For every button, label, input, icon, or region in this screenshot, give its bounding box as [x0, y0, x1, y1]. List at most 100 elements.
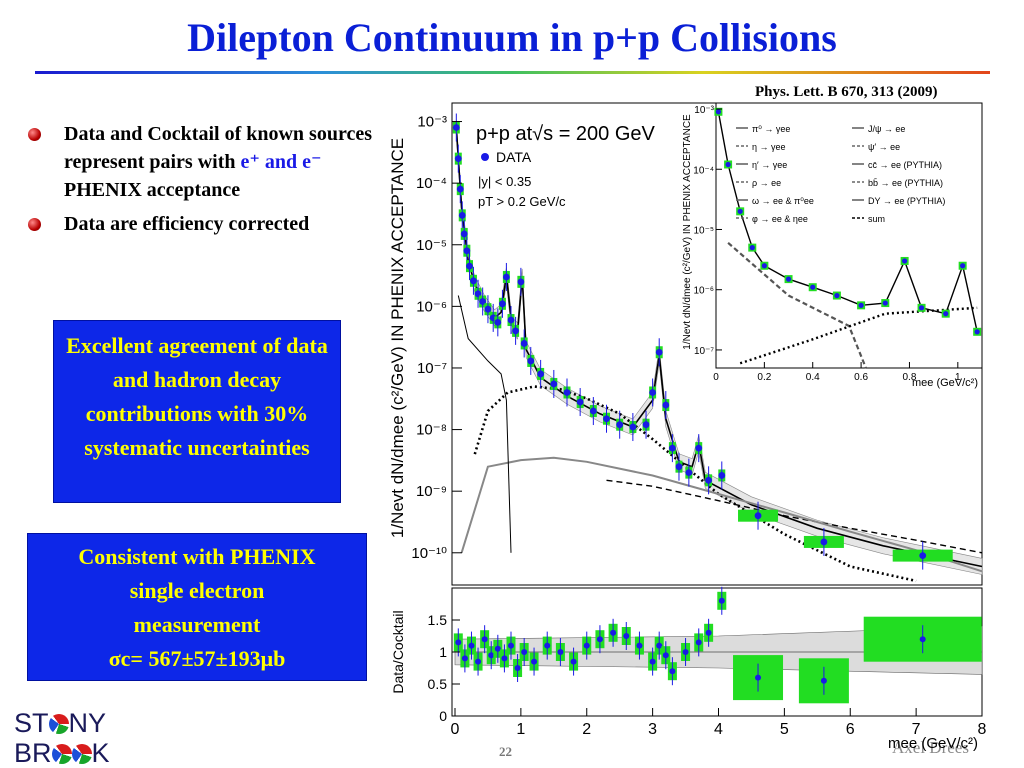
legend-energy: p+p at√s = 200 GeV	[476, 123, 656, 145]
ratio-point	[455, 639, 462, 646]
main-curves	[455, 127, 983, 583]
syst-box	[456, 183, 464, 196]
inset-legend-label: π⁰ → γee	[752, 124, 790, 134]
ratio-point	[521, 649, 528, 655]
ratio-point	[481, 636, 488, 643]
syst-box	[655, 346, 663, 359]
ratio-point	[531, 658, 538, 665]
ratio-systematic-band	[454, 626, 983, 675]
y-tick-label: 10⁻¹⁰	[411, 545, 447, 562]
curve-dalitz	[457, 295, 512, 553]
data-point	[452, 124, 460, 131]
syst-box	[718, 469, 726, 482]
inset-legend-label: bb̄ → ee (PYTHIA)	[868, 178, 943, 188]
bullet-list: Data and Cocktail of known sources repre…	[22, 120, 382, 244]
title-divider	[35, 71, 990, 74]
inset-x-tick-label: 0	[713, 372, 719, 383]
syst-box	[589, 405, 597, 418]
ratio-syst-box	[480, 630, 490, 649]
ratio-point	[488, 652, 495, 659]
ratio-point	[718, 597, 725, 604]
ratio-syst-box	[460, 649, 470, 668]
ratio-syst-box	[466, 636, 476, 655]
data-point	[494, 318, 502, 326]
inset-legend: π⁰ → γee η → γee η′ → γee ρ → ee ω → ee & π⁰…	[736, 124, 945, 224]
inset-syst-box	[941, 309, 950, 318]
inset-legend-label: J/ψ → ee	[868, 124, 905, 134]
syst-box	[563, 386, 571, 399]
x-tick-label: 6	[846, 721, 855, 738]
syst-box	[668, 442, 676, 455]
data-point	[458, 211, 466, 219]
data-point	[550, 380, 558, 388]
data-point	[454, 155, 462, 163]
ratio-point	[583, 642, 590, 649]
syst-box	[479, 295, 487, 308]
bullet-item-efficiency: Data are efficiency corrected	[22, 210, 382, 238]
syst-box	[550, 377, 558, 390]
inset-y-tick-label: 10⁻⁴	[693, 165, 714, 176]
y-tick-label: 10⁻⁴	[416, 175, 447, 192]
data-point	[466, 262, 473, 270]
data-point	[695, 444, 703, 452]
data-point	[537, 370, 545, 378]
inset-data-point	[858, 302, 864, 308]
x-tick-label: 7	[912, 721, 921, 738]
bullet-highlight: e⁺ and e⁻	[240, 151, 322, 173]
ratio-point	[596, 636, 603, 643]
inset-syst-box	[724, 160, 733, 169]
inset-data-point	[715, 109, 722, 115]
ratio-point	[610, 629, 617, 636]
syst-box	[892, 549, 953, 562]
inset-data-point	[737, 208, 743, 214]
inset-legend-label: sum	[868, 214, 885, 224]
x-tick-label: 8	[978, 721, 987, 738]
curve-ccbar	[473, 385, 917, 583]
legend-data-marker	[481, 153, 489, 161]
data-point	[668, 444, 676, 452]
ratio-data-points	[453, 586, 982, 704]
inset-data-point	[725, 161, 731, 168]
ratio-point	[544, 642, 551, 649]
ratio-syst-box	[506, 636, 516, 655]
ratio-syst-box	[453, 633, 463, 652]
ratio-syst-box	[555, 643, 565, 661]
inset-legend-label: ρ → ee	[752, 178, 781, 188]
inset-syst-box	[808, 283, 817, 292]
syst-box	[463, 244, 471, 257]
data-point	[517, 278, 525, 286]
inset-data-point	[918, 305, 925, 311]
inset-data-point	[960, 263, 966, 269]
inset-curves	[714, 107, 982, 369]
cut-pt: pT > 0.2 GeV/c	[478, 194, 566, 209]
inset-ccbar-curve	[739, 306, 978, 365]
data-point	[576, 398, 584, 406]
ratio-syst-box	[513, 659, 523, 677]
ratio-point	[514, 665, 521, 671]
syst-box	[458, 209, 466, 222]
ratio-point	[557, 649, 564, 655]
legend-data: DATA	[496, 149, 532, 165]
syst-box	[507, 314, 515, 327]
y-tick-label: 0.5	[428, 676, 448, 692]
x-tick-label: 4	[714, 721, 723, 738]
bullet-text: Data are efficiency corrected	[64, 213, 310, 235]
bullet-text: Data and Cocktail of known sources repre…	[64, 123, 372, 173]
inset-data-point	[943, 311, 949, 317]
data-point	[520, 340, 528, 347]
agreement-callout: Excellent agreement of data and hadron d…	[53, 320, 341, 503]
ratio-syst-box	[621, 627, 631, 645]
y-tick-label: 10⁻⁶	[416, 298, 447, 315]
inset-data-point	[974, 329, 980, 335]
ratio-syst-box	[486, 646, 496, 665]
bullet-icon	[28, 218, 41, 231]
data-point	[649, 389, 657, 396]
ratio-syst-box	[608, 623, 618, 642]
inset-sum-curve	[717, 111, 978, 332]
syst-box	[662, 399, 670, 412]
callout-line-3: measurement	[133, 612, 261, 637]
data-point	[754, 512, 762, 520]
stony-brook-logo: ST NY BR K	[14, 708, 110, 768]
ratio-syst-box	[473, 652, 483, 671]
y-tick-label: 10⁻⁵	[416, 237, 447, 254]
